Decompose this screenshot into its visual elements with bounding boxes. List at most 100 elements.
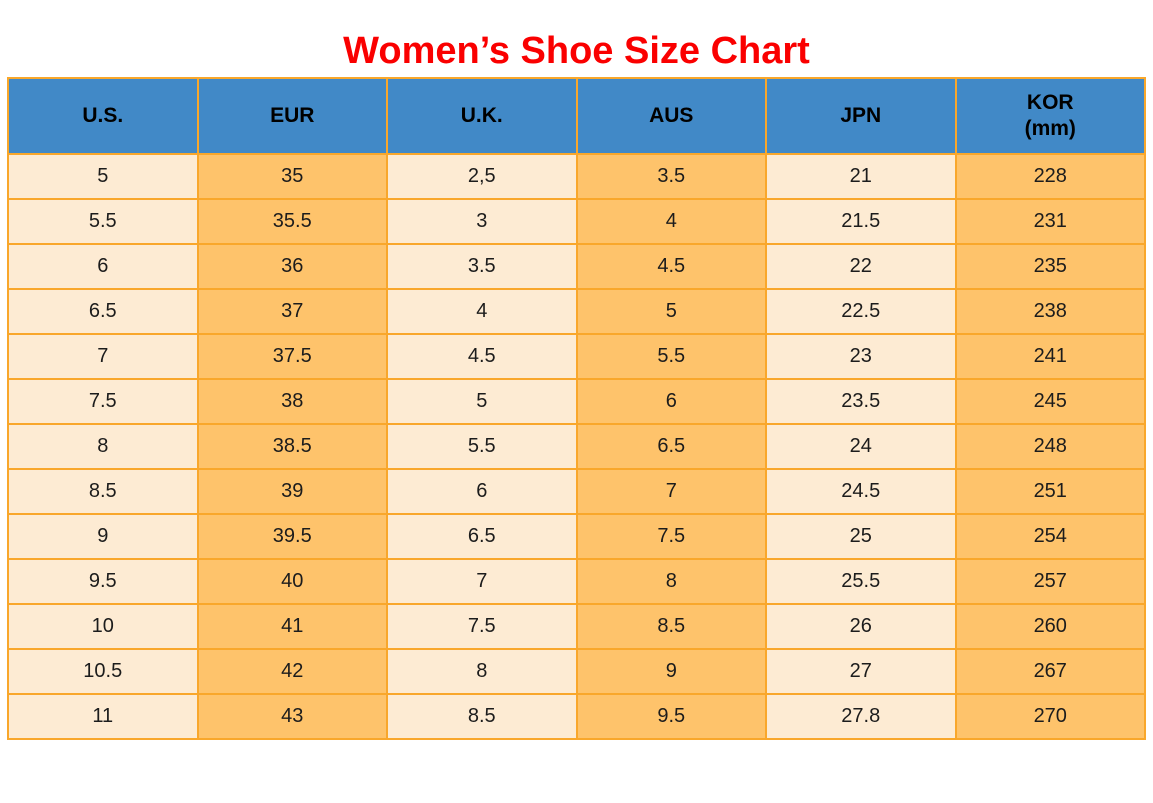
table-cell: 38.5 (196, 423, 388, 470)
column-header-jpn: JPN (765, 77, 957, 155)
table-cell: 25.5 (765, 558, 957, 605)
page-title: Women’s Shoe Size Chart (343, 30, 810, 72)
table-cell: 8 (575, 558, 767, 605)
table-cell: 8 (386, 648, 578, 695)
table-cell: 22 (765, 243, 957, 290)
table-cell: 39 (196, 468, 388, 515)
table-cell: 6 (7, 243, 199, 290)
table-cell: 37.5 (196, 333, 388, 380)
table-cell: 8 (7, 423, 199, 470)
table-cell: 7 (575, 468, 767, 515)
table-cell: 10 (7, 603, 199, 650)
table-cell: 5.5 (386, 423, 578, 470)
table-row: 5 35 2,5 3.5 21 228 (7, 153, 1146, 200)
column-header-label: AUS (649, 103, 694, 127)
table-cell: 4.5 (575, 243, 767, 290)
table-cell: 7 (7, 333, 199, 380)
table-cell: 8.5 (7, 468, 199, 515)
table-cell: 24.5 (765, 468, 957, 515)
table-cell: 7 (386, 558, 578, 605)
table-cell: 26 (765, 603, 957, 650)
table-cell: 37 (196, 288, 388, 335)
table-cell: 21 (765, 153, 957, 200)
column-header-label: U.K. (460, 103, 503, 127)
table-cell: 35 (196, 153, 388, 200)
table-cell: 248 (954, 423, 1146, 470)
table-cell: 245 (954, 378, 1146, 425)
table-cell: 5.5 (575, 333, 767, 380)
table-row: 6 36 3.5 4.5 22 235 (7, 243, 1146, 290)
table-cell: 6.5 (386, 513, 578, 560)
table-cell: 9 (7, 513, 199, 560)
column-header-label: EUR (270, 103, 315, 127)
table-cell: 40 (196, 558, 388, 605)
table-cell: 23.5 (765, 378, 957, 425)
table-cell: 4 (575, 198, 767, 245)
shoe-size-table: U.S. EUR U.K. AUS JPN KOR (mm) 5 35 2,5 (7, 77, 1146, 740)
table-cell: 3.5 (386, 243, 578, 290)
table-row: 9 39.5 6.5 7.5 25 254 (7, 513, 1146, 560)
table-cell: 7.5 (386, 603, 578, 650)
table-cell: 3.5 (575, 153, 767, 200)
column-header-uk: U.K. (386, 77, 578, 155)
table-cell: 251 (954, 468, 1146, 515)
table-cell: 5 (386, 378, 578, 425)
table-cell: 270 (954, 693, 1146, 740)
table-cell: 6 (386, 468, 578, 515)
table-cell: 27.8 (765, 693, 957, 740)
table-cell: 7.5 (575, 513, 767, 560)
table-cell: 25 (765, 513, 957, 560)
table-cell: 35.5 (196, 198, 388, 245)
table-cell: 8.5 (386, 693, 578, 740)
column-header-label: U.S. (82, 103, 124, 127)
table-cell: 22.5 (765, 288, 957, 335)
table-cell: 39.5 (196, 513, 388, 560)
table-row: 6.5 37 4 5 22.5 238 (7, 288, 1146, 335)
table-cell: 260 (954, 603, 1146, 650)
column-header-eur: EUR (196, 77, 388, 155)
column-header-label: KOR (1026, 90, 1074, 114)
table-cell: 2,5 (386, 153, 578, 200)
table-cell: 3 (386, 198, 578, 245)
table-row: 7 37.5 4.5 5.5 23 241 (7, 333, 1146, 380)
table-cell: 24 (765, 423, 957, 470)
table-cell: 42 (196, 648, 388, 695)
table-cell: 6.5 (7, 288, 199, 335)
table-cell: 27 (765, 648, 957, 695)
table-cell: 241 (954, 333, 1146, 380)
table-cell: 5 (7, 153, 199, 200)
table-cell: 38 (196, 378, 388, 425)
table-cell: 235 (954, 243, 1146, 290)
table-cell: 4.5 (386, 333, 578, 380)
table-cell: 228 (954, 153, 1146, 200)
column-header-us: U.S. (7, 77, 199, 155)
table-cell: 4 (386, 288, 578, 335)
table-row: 5.5 35.5 3 4 21.5 231 (7, 198, 1146, 245)
table-row: 8.5 39 6 7 24.5 251 (7, 468, 1146, 515)
table-cell: 21.5 (765, 198, 957, 245)
table-cell: 43 (196, 693, 388, 740)
table-cell: 23 (765, 333, 957, 380)
table-header-row: U.S. EUR U.K. AUS JPN KOR (mm) (7, 77, 1146, 155)
table-row: 10.5 42 8 9 27 267 (7, 648, 1146, 695)
table-cell: 257 (954, 558, 1146, 605)
table-cell: 254 (954, 513, 1146, 560)
table-cell: 6.5 (575, 423, 767, 470)
table-cell: 9.5 (575, 693, 767, 740)
column-header-label: JPN (840, 103, 882, 127)
table-cell: 41 (196, 603, 388, 650)
table-cell: 267 (954, 648, 1146, 695)
table-cell: 11 (7, 693, 199, 740)
table-row: 11 43 8.5 9.5 27.8 270 (7, 693, 1146, 740)
table-cell: 9.5 (7, 558, 199, 605)
table-cell: 9 (575, 648, 767, 695)
table-cell: 5 (575, 288, 767, 335)
table-cell: 5.5 (7, 198, 199, 245)
table-cell: 6 (575, 378, 767, 425)
table-cell: 8.5 (575, 603, 767, 650)
table-cell: 7.5 (7, 378, 199, 425)
table-row: 8 38.5 5.5 6.5 24 248 (7, 423, 1146, 470)
column-header-sublabel: (mm) (1024, 117, 1076, 140)
table-row: 9.5 40 7 8 25.5 257 (7, 558, 1146, 605)
column-header-kor: KOR (mm) (954, 77, 1146, 155)
